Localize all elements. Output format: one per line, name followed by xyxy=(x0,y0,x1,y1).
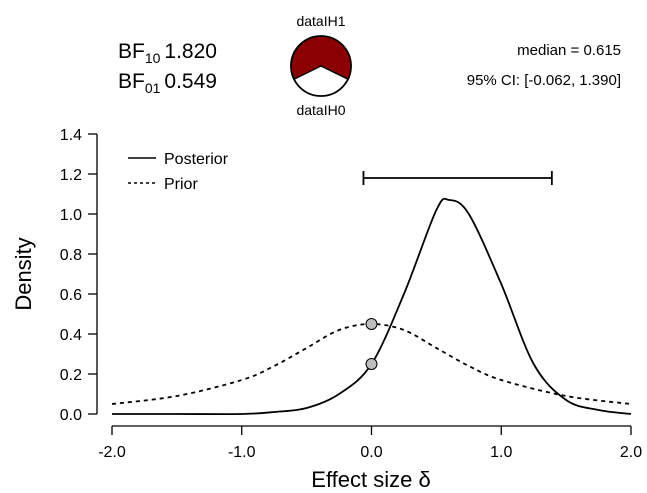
bf-wheel-outline xyxy=(290,35,352,97)
ci-text: 95% CI: [-0.062, 1.390] xyxy=(467,72,621,89)
x-tick-label: 1.0 xyxy=(490,444,512,461)
points-group xyxy=(365,318,378,370)
wheel-top-label: dataIH1 xyxy=(296,13,345,29)
density-point xyxy=(365,318,378,330)
credible-interval-bar xyxy=(362,171,553,185)
x-tick-label: -2.0 xyxy=(98,444,126,461)
y-axis: 0.0 0.2 0.4 0.6 0.8 1.0 1.2 1.4 xyxy=(60,127,98,424)
x-tick-label: 0.0 xyxy=(360,444,382,461)
y-tick-label: 0.0 xyxy=(60,407,82,424)
legend-prior-label: Prior xyxy=(164,176,198,193)
legend-posterior-label: Posterior xyxy=(164,151,229,168)
x-axis-label: Effect size δ xyxy=(311,467,430,492)
y-tick-label: 0.2 xyxy=(60,367,82,384)
y-tick-label: 1.4 xyxy=(60,127,82,144)
bf-header: BF10 1.820 BF01 0.549 dataIH1 dataIH0 medi… xyxy=(118,13,621,118)
bf-pie-wheel xyxy=(290,35,352,97)
wheel-bottom-label: dataIH0 xyxy=(296,102,345,118)
y-tick-label: 1.2 xyxy=(60,167,82,184)
y-tick-label: 0.8 xyxy=(60,247,82,264)
series-group xyxy=(111,197,632,416)
y-tick-label: 0.4 xyxy=(60,327,82,344)
bf01-label: BF01 0.549 xyxy=(118,70,217,96)
x-axis: -2.0 -1.0 0.0 1.0 2.0 xyxy=(98,425,642,461)
y-tick-label: 0.6 xyxy=(60,287,82,304)
bf10-subscript: 10 xyxy=(145,50,161,66)
x-tick-label: 2.0 xyxy=(620,444,642,461)
density-point xyxy=(365,358,378,370)
posterior-curve xyxy=(111,197,632,416)
y-tick-label: 1.0 xyxy=(60,207,82,224)
median-text: median = 0.615 xyxy=(517,42,621,59)
bf10-label: BF10 1.820 xyxy=(118,40,217,66)
legend: Posterior Prior xyxy=(128,151,229,193)
x-tick-label: -1.0 xyxy=(228,444,256,461)
bf01-subscript: 01 xyxy=(145,80,161,96)
y-axis-label: Density xyxy=(11,237,36,310)
